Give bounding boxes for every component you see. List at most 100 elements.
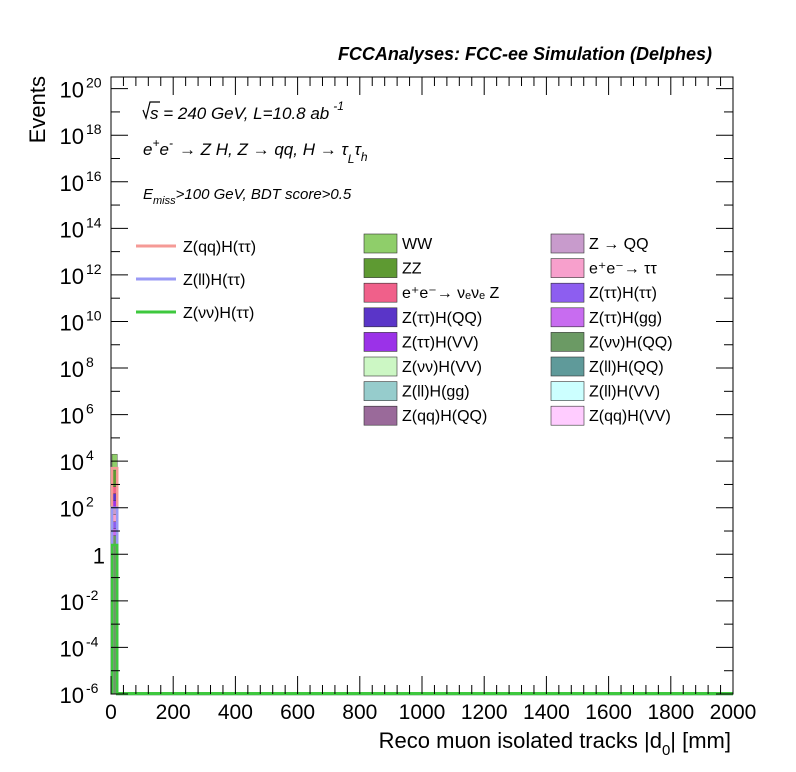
process-minus: - (169, 136, 173, 150)
y-tick-label: 10 (60, 590, 84, 615)
legend-bkg-swatch (550, 405, 585, 426)
legend-bkg-label: Z(ττ)H(ττ) (589, 285, 657, 302)
legend-bkg-label: WW (402, 236, 433, 253)
signal-line (110, 506, 733, 696)
annotation-cuts: Emiss>100 GeV, BDT score>0.5 (143, 186, 352, 207)
legend-bkg-label: Z(ll)H(gg) (402, 384, 470, 401)
y-tick-label: 10 (60, 310, 84, 335)
sqrt-symbol (142, 101, 160, 121)
x-axis-label-unit: | [mm] (670, 728, 731, 753)
legend-background: WW Z → QQ ZZ e⁺e⁻→ ττ e⁺e⁻→ νₑνₑ Z Z(ττ)H(ττ)… (363, 233, 673, 426)
annotation-energy: s = 240 GeV, L=10.8 ab -1 (142, 99, 344, 123)
legend-bkg-swatch (363, 405, 398, 426)
legend-bkg-swatch (363, 381, 398, 401)
x-tick-label: 1200 (461, 701, 508, 724)
legend-bkg-label: e⁺e⁻→ ττ (589, 261, 657, 278)
legend-bkg-swatch (550, 258, 585, 278)
legend-bkg-swatch (363, 307, 398, 328)
y-tick-exponent: 14 (86, 214, 102, 230)
x-tick-label: 2000 (710, 701, 757, 724)
legend-bkg-label: e⁺e⁻→ νₑνₑ Z (402, 285, 499, 302)
y-tick-label: 10 (60, 264, 84, 289)
legend-bkg-label: Z(ττ)H(VV) (402, 334, 479, 351)
x-axis-ticks: 0 200 400 600 800 1000 1200 1400 1600 1800 2000 (105, 77, 756, 724)
y-tick-exponent: -6 (86, 680, 99, 696)
y-tick-exponent: 6 (86, 401, 94, 417)
y-tick-exponent: 18 (86, 121, 102, 137)
legend-bkg-swatch (363, 233, 398, 254)
legend-bkg-swatch (363, 356, 398, 377)
y-tick-exponent: 2 (86, 494, 94, 510)
legend-signal-label: Z(qq)H(ττ) (183, 239, 256, 256)
x-tick-label: 1600 (585, 701, 632, 724)
cut-rest: >100 GeV, BDT score>0.5 (176, 186, 352, 203)
y-tick-label: 10 (60, 357, 84, 382)
y-tick-exponent: -4 (86, 633, 99, 649)
y-tick-exponent: 20 (86, 75, 102, 91)
process-e2: e (159, 140, 168, 159)
legend-signal: Z(qq)H(ττ) Z(ll)H(ττ) Z(νν)H(ττ) (136, 239, 256, 322)
process-plus: + (152, 136, 159, 150)
legend-bkg-label: Z(νν)H(QQ) (589, 334, 673, 351)
signal-line (110, 543, 733, 696)
legend-bkg-swatch (363, 282, 398, 303)
legend-bkg-label: ZZ (402, 261, 422, 278)
x-axis-label-main: Reco muon isolated tracks |d (379, 728, 662, 753)
svg-text:s = 240 GeV, L=10.8 ab-1: s = 240 GeV, L=10.8 ab -1 (150, 99, 344, 123)
legend-bkg-swatch (550, 233, 585, 254)
y-tick-exponent: 10 (86, 307, 102, 323)
cut-miss-sub: miss (153, 195, 176, 207)
legend-bkg-swatch (550, 356, 585, 377)
y-tick-exponent: 8 (86, 354, 94, 370)
x-tick-label: 1400 (523, 701, 570, 724)
legend-bkg-label: Z(qq)H(VV) (589, 408, 671, 425)
signal-line (110, 466, 733, 696)
x-axis-label-subscript: 0 (662, 742, 670, 759)
y-tick-exponent: 12 (86, 261, 102, 277)
x-tick-label: 200 (156, 701, 191, 724)
y-tick-exponent: 16 (86, 168, 102, 184)
process-e: e (143, 140, 152, 159)
y-tick-label: 10 (60, 636, 84, 661)
process-tau-l-sub: L (348, 152, 355, 166)
y-tick-label: 10 (60, 404, 84, 429)
y-tick-label: 10 (60, 497, 84, 522)
legend-bkg-label: Z(qq)H(QQ) (402, 408, 487, 425)
x-tick-label: 1000 (399, 701, 446, 724)
legend-bkg-label: Z(νν)H(VV) (402, 359, 482, 376)
x-tick-label: 400 (218, 701, 253, 724)
y-tick-exponent: -2 (86, 587, 99, 603)
x-tick-label: 600 (280, 701, 315, 724)
legend-bkg-label: Z(ll)H(QQ) (589, 359, 664, 376)
y-tick-label: 10 (60, 124, 84, 149)
y-axis-label: Events (25, 76, 50, 143)
legend-bkg-swatch (550, 381, 585, 401)
legend-bkg-label: Z → QQ (589, 236, 649, 253)
legend-bkg-swatch (363, 332, 398, 352)
cut-e: E (143, 186, 154, 203)
annotation-process: e+e- → Z H, Z → qq, H → τLτh (143, 136, 368, 166)
x-axis-label: Reco muon isolated tracks |d0| [mm] (379, 728, 731, 759)
chart-title: FCCAnalyses: FCC-ee Simulation (Delphes) (338, 44, 712, 64)
process-tau-h-sub: h (361, 150, 368, 164)
annotation-energy-sup: -1 (333, 99, 344, 113)
process-tau-h: τ (354, 140, 362, 159)
legend-bkg-swatch (363, 258, 398, 278)
legend-signal-label: Z(ll)H(ττ) (183, 272, 245, 289)
process-chain: → Z H, Z → qq, H → τ (179, 140, 349, 159)
y-tick-label: 10 (60, 217, 84, 242)
legend-bkg-label: Z(ττ)H(QQ) (402, 310, 482, 327)
legend-signal-label: Z(νν)H(ττ) (183, 305, 254, 322)
signal-lines (110, 466, 733, 696)
legend-bkg-swatch (550, 307, 585, 328)
annotation-energy-text: s = 240 GeV, L=10.8 ab (150, 104, 329, 123)
y-tick-label: 10 (60, 683, 84, 708)
y-tick-exponent: 4 (86, 447, 94, 463)
y-tick-label: 10 (60, 171, 84, 196)
x-tick-label: 1800 (647, 701, 694, 724)
x-tick-label: 0 (105, 701, 117, 724)
legend-bkg-swatch (550, 282, 585, 303)
legend-bkg-label: Z(ll)H(VV) (589, 384, 660, 401)
